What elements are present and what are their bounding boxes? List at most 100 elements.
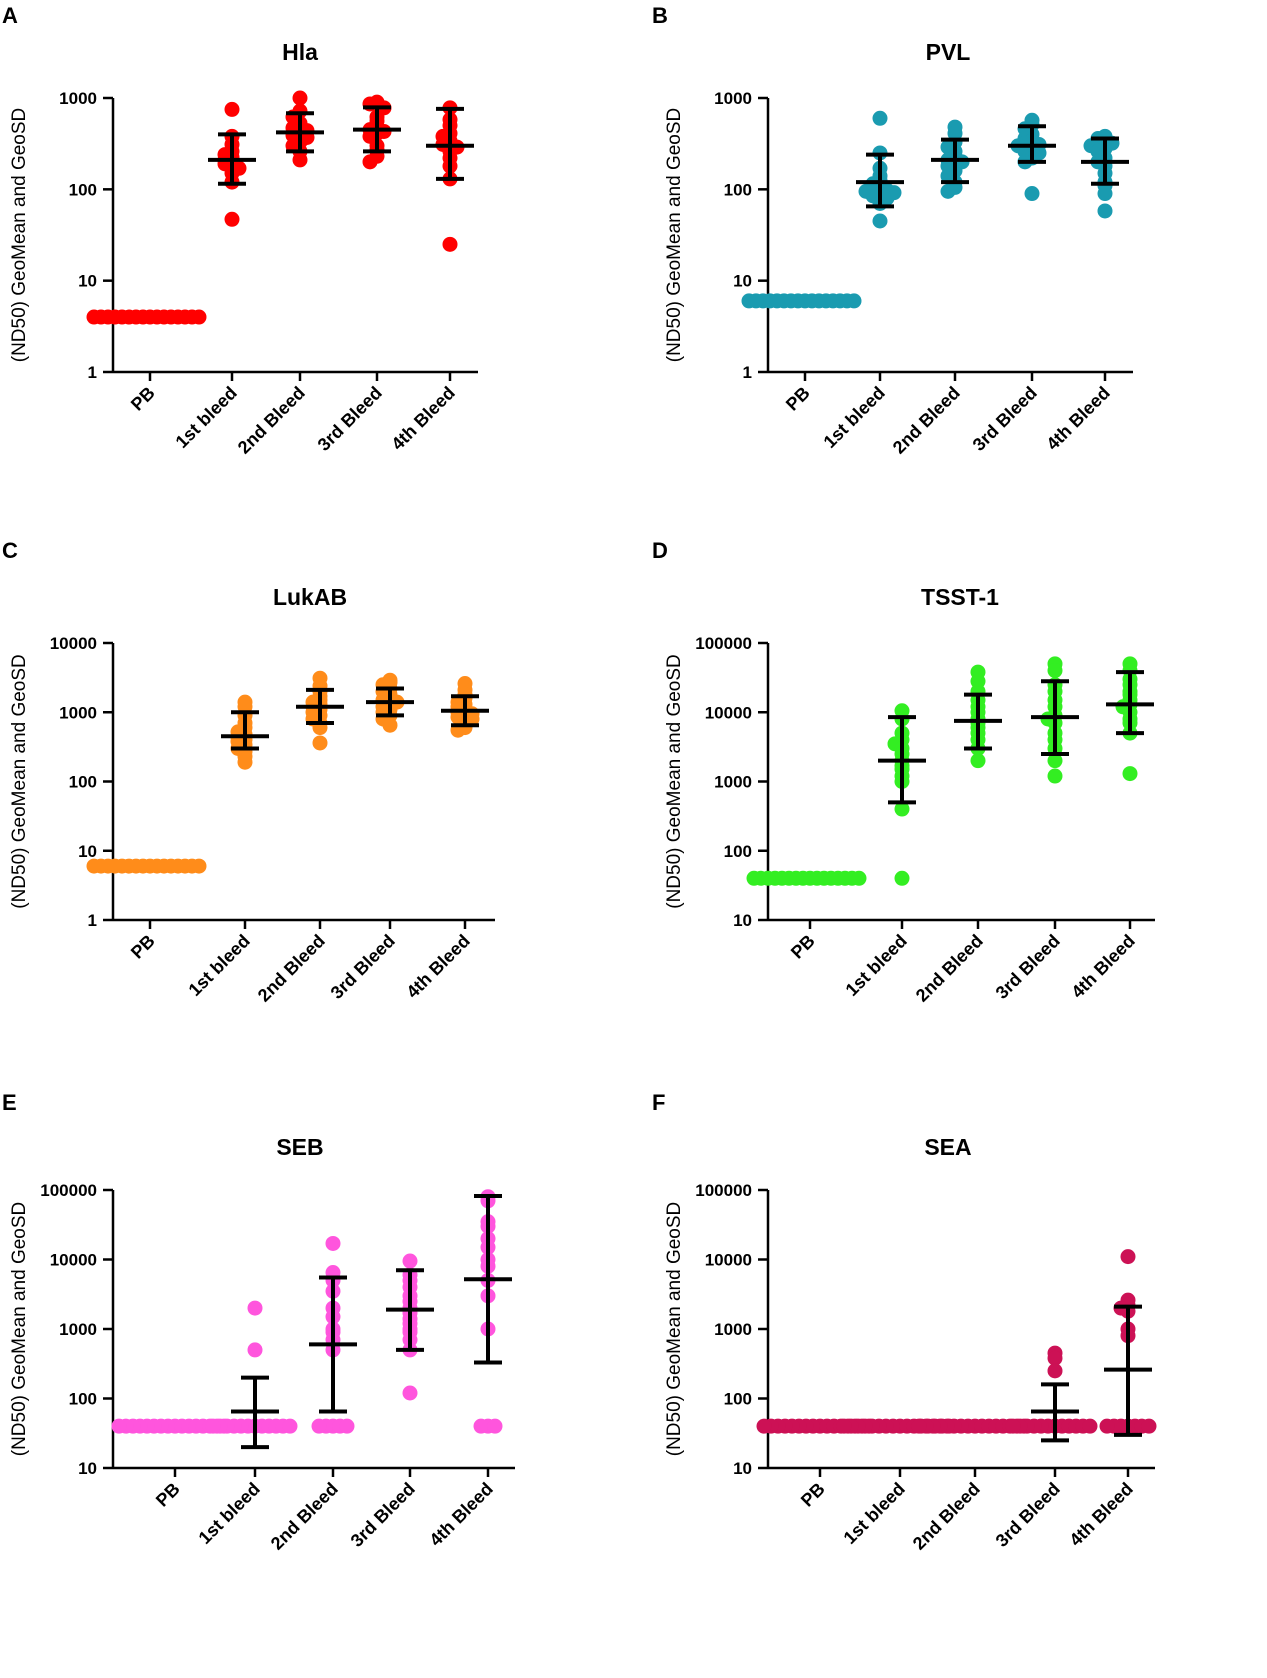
data-point <box>312 735 328 751</box>
data-point <box>292 90 308 106</box>
panel-letter: C <box>2 538 18 563</box>
series-4th-bleed <box>426 100 474 252</box>
chart-title: LukAB <box>273 584 347 610</box>
series-2nd-bleed <box>931 119 979 199</box>
y-tick-label: 1000 <box>714 1320 752 1339</box>
x-tick-label: 4th Bleed <box>1042 383 1113 454</box>
series-pb <box>86 309 207 325</box>
series-3rd-bleed <box>1031 656 1079 784</box>
y-tick-label: 10000 <box>50 1251 97 1270</box>
data-point <box>224 211 240 227</box>
series-4th-bleed <box>1106 656 1154 782</box>
data-point <box>741 293 757 309</box>
x-tick-label: 1st bleed <box>172 383 241 452</box>
series-1st-bleed <box>878 703 926 886</box>
data-point <box>756 1418 772 1434</box>
chart-title: Hla <box>282 39 318 65</box>
data-point <box>311 1418 327 1434</box>
x-tick-label: 4th Bleed <box>425 1479 496 1550</box>
x-tick-label: 1st bleed <box>185 931 254 1000</box>
data-point <box>1047 768 1063 784</box>
data-point <box>940 183 956 199</box>
data-point <box>247 1342 263 1358</box>
y-tick-label: 100 <box>724 1390 752 1409</box>
series-2nd-bleed <box>276 90 324 168</box>
data-point <box>237 754 253 770</box>
y-tick-label: 1000 <box>59 89 97 108</box>
y-tick-label: 1000 <box>714 89 752 108</box>
data-point <box>872 110 888 126</box>
panel-letter: F <box>652 1090 665 1115</box>
x-tick-label: 3rd Bleed <box>314 383 386 455</box>
data-point <box>1047 663 1063 679</box>
data-point <box>1047 753 1063 769</box>
data-point <box>911 1418 927 1434</box>
y-tick-label: 100000 <box>40 1181 97 1200</box>
series-2nd-bleed <box>954 664 1002 769</box>
data-point <box>473 1418 489 1434</box>
x-tick-label: 4th Bleed <box>387 383 458 454</box>
data-point <box>224 101 240 117</box>
series-3rd-bleed <box>353 94 401 170</box>
y-tick-label: 100000 <box>695 634 752 653</box>
panel-C: C LukAB (ND50) GeoMean and GeoSD 1 10 100 1000… <box>2 538 495 1006</box>
data-point <box>970 753 986 769</box>
data-point <box>1099 1418 1115 1434</box>
data-point <box>442 236 458 252</box>
data-point <box>205 1418 221 1434</box>
series-3rd-bleed <box>1008 112 1056 202</box>
data-point <box>325 1235 341 1251</box>
y-tick-label: 10000 <box>705 703 752 722</box>
x-tick-label: 2nd Bleed <box>912 931 987 1006</box>
data-point <box>851 870 867 886</box>
chart-title: PVL <box>926 39 971 65</box>
y-tick-label: 10 <box>733 911 752 930</box>
data-point <box>247 1300 263 1316</box>
x-tick-label: 3rd Bleed <box>327 931 399 1003</box>
series-pb <box>741 293 862 309</box>
series-1st-bleed <box>856 110 904 229</box>
y-tick-label: 1000 <box>59 703 97 722</box>
series-2nd-bleed <box>911 1418 1032 1434</box>
series-3rd-bleed <box>386 1253 434 1401</box>
x-tick-label: 2nd Bleed <box>909 1479 984 1554</box>
series-4th-bleed <box>464 1189 512 1434</box>
data-point <box>1047 1350 1063 1366</box>
y-tick-label: 1 <box>88 911 97 930</box>
x-tick-label: 1st bleed <box>840 1479 909 1548</box>
y-tick-label: 10 <box>733 272 752 291</box>
data-point <box>282 1418 298 1434</box>
y-tick-label: 10000 <box>705 1251 752 1270</box>
y-tick-label: 10 <box>78 842 97 861</box>
panel-D: D TSST-1 (ND50) GeoMean and GeoSD 10 100 1000… <box>652 538 1155 1006</box>
y-tick-label: 100 <box>69 180 97 199</box>
chart-title: SEA <box>924 1134 971 1160</box>
series-3rd-bleed <box>366 672 414 733</box>
panel-B: B PVL (ND50) GeoMean and GeoSD 1 10 100 1000 PB… <box>652 3 1133 458</box>
y-tick-label: 1 <box>743 363 752 382</box>
x-tick-label: PB <box>782 383 814 415</box>
data-point <box>111 1418 127 1434</box>
data-point <box>191 309 207 325</box>
x-tick-label: 4th Bleed <box>1065 1479 1136 1550</box>
series-pb <box>746 870 867 886</box>
x-tick-label: 2nd Bleed <box>234 383 309 458</box>
x-tick-label: 4th Bleed <box>402 931 473 1002</box>
data-point <box>1141 1418 1157 1434</box>
data-point <box>1047 1363 1063 1379</box>
series-1st-bleed <box>205 1300 298 1450</box>
data-point <box>894 870 910 886</box>
data-point <box>402 1385 418 1401</box>
y-tick-label: 1000 <box>59 1320 97 1339</box>
data-point <box>1097 203 1113 219</box>
chart-title: SEB <box>276 1134 323 1160</box>
x-tick-label: 1st bleed <box>820 383 889 452</box>
data-point <box>836 1418 852 1434</box>
x-tick-label: 1st bleed <box>842 931 911 1000</box>
x-tick-label: 2nd Bleed <box>254 931 329 1006</box>
y-tick-label: 10 <box>78 272 97 291</box>
y-tick-label: 100 <box>724 842 752 861</box>
data-point <box>1005 1418 1021 1434</box>
y-tick-label: 100 <box>69 1390 97 1409</box>
